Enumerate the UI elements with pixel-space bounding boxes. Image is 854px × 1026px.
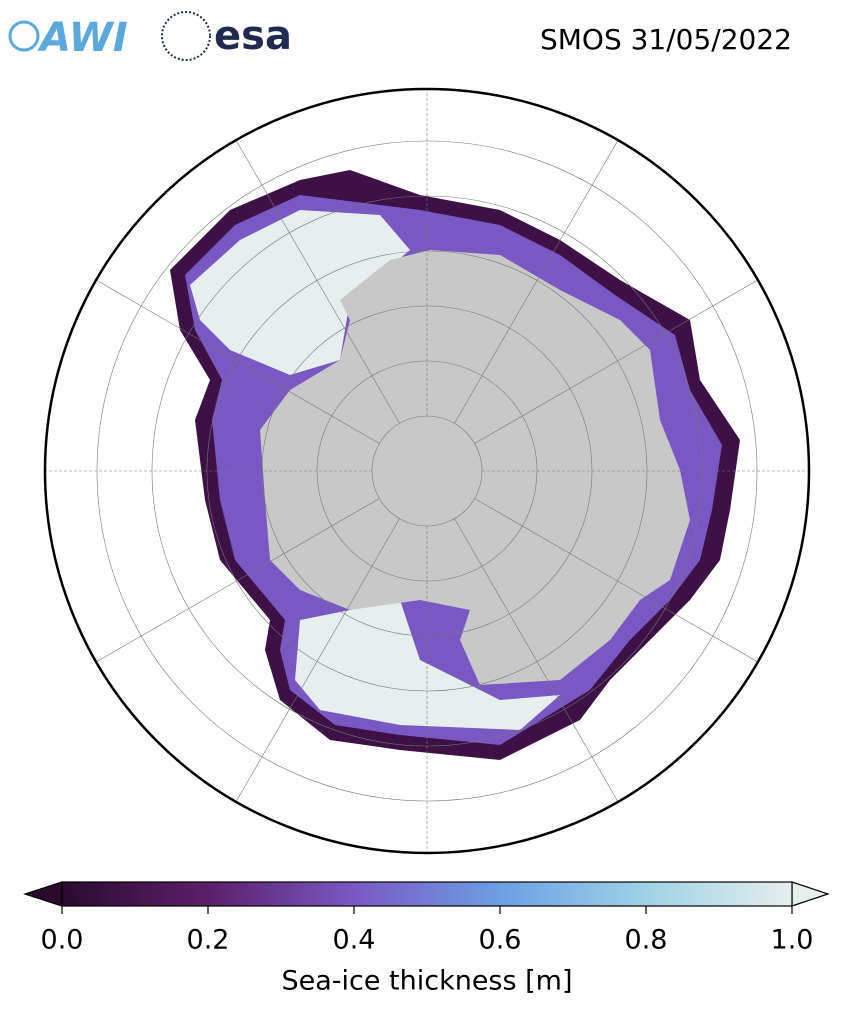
colorbar-label: Sea-ice thickness [m] [281, 966, 572, 997]
logo-esa: esa [161, 11, 292, 61]
colorbar-extension [791, 881, 830, 907]
longitude-line [226, 518, 400, 818]
logo-awi: AWI [8, 15, 128, 61]
colorbar-extension [23, 881, 63, 907]
map-boundary [43, 87, 811, 855]
colorbar-tick-label: 0.6 [479, 925, 522, 956]
logo-text: AWI [37, 15, 128, 61]
colorbar-tick-label: 0.8 [625, 925, 668, 956]
graticule [45, 89, 809, 853]
colorbar-tick-label: 0.4 [333, 925, 376, 956]
longitude-line [80, 270, 380, 444]
longitude-line [454, 518, 628, 818]
longitude-line [474, 498, 774, 672]
colorbar-tick-label: 1.0 [771, 925, 814, 956]
map [45, 89, 809, 853]
longitude-line [454, 124, 628, 424]
longitude-line [80, 498, 380, 672]
colorbar-tick-label: 0.0 [41, 925, 84, 956]
colorbar-tick-label: 0.2 [187, 925, 230, 956]
logo-text: esa [214, 13, 292, 59]
colorbar [23, 881, 830, 914]
sea-ice-thick [190, 210, 560, 730]
longitude-line [474, 270, 774, 444]
map-title: SMOS 31/05/2022 [540, 23, 792, 56]
antarctica [260, 250, 690, 685]
longitude-line [226, 124, 400, 424]
colorbar-bar [61, 881, 793, 907]
